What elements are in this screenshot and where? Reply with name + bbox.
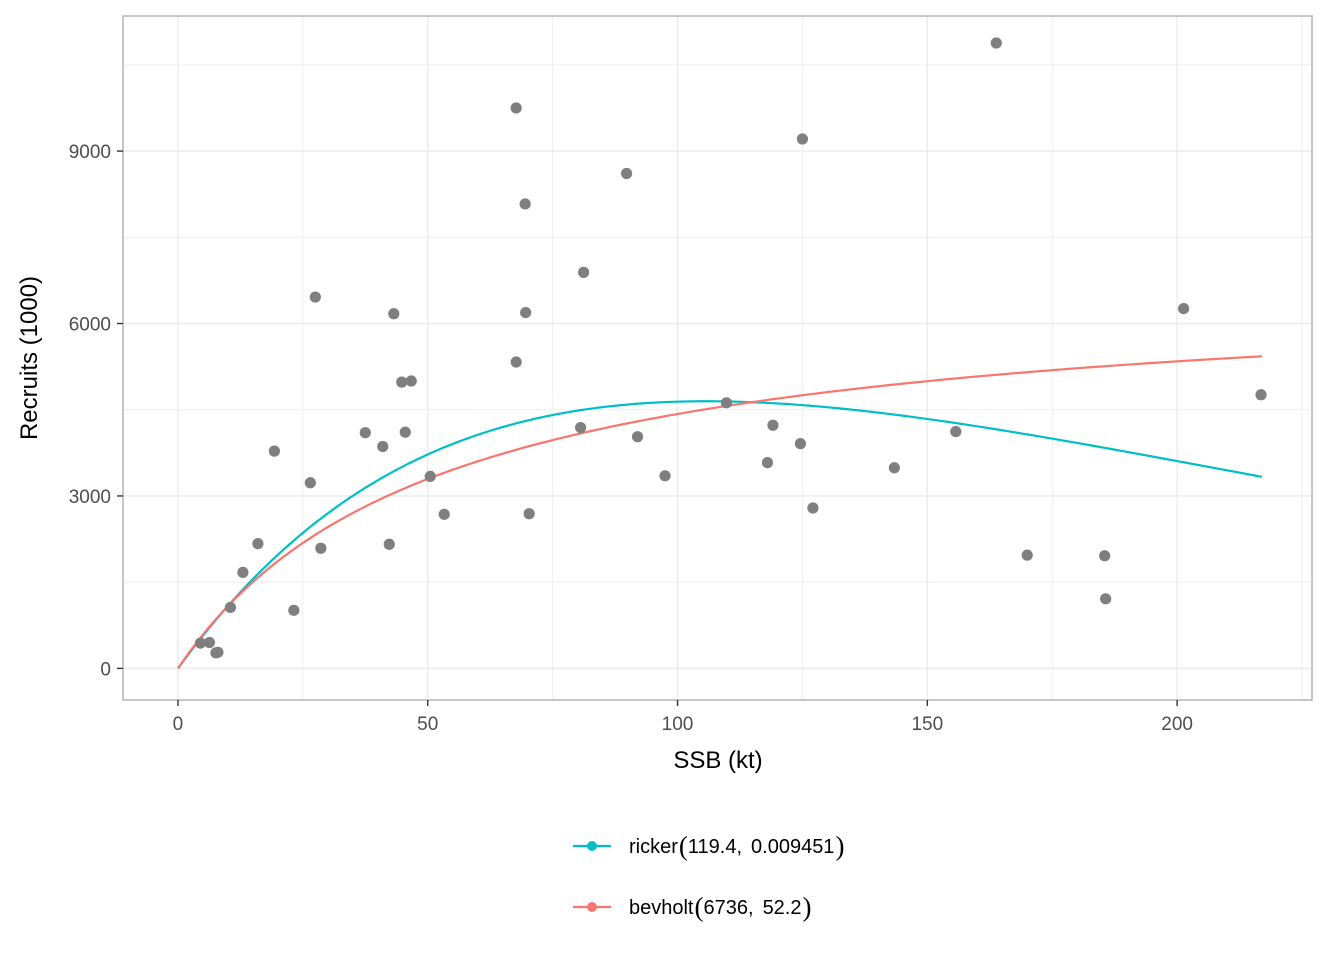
legend-name-bevholt: bevholt [629,897,694,919]
legend-key-point-bevholt [587,902,597,912]
x-tick-label: 0 [173,714,184,735]
observation-point [1255,389,1267,401]
observation-point [237,566,249,578]
y-tick-label: 0 [100,659,111,680]
y-tick-label: 6000 [69,315,111,336]
legend-label-bevholt: bevholt(6736, 52.2) [629,892,812,922]
legend-paren-open: ( [679,831,688,861]
observation-point [203,636,216,649]
observation-point [288,604,300,616]
x-axis-ticks: 0 50 100 150 200 [173,700,1193,735]
observation-point [767,419,779,431]
legend-param-1-ricker: 119.4, [688,836,742,858]
x-tick-label: 50 [417,714,438,735]
observation-point [888,462,900,474]
observation-point [377,440,389,453]
observation-point [399,426,411,438]
legend-item-ricker: ricker(119.4, 0.009451) [573,831,844,861]
observation-point [620,167,633,180]
observation-point [1178,302,1190,315]
observation-point [405,375,417,387]
fitted-curves [177,355,1263,670]
legend-key-point-ricker [587,841,597,851]
observation-point [631,431,644,443]
observation-point [224,601,237,614]
observation-point [383,538,395,550]
legend-paren-open: ( [695,892,704,922]
observation-point [194,637,207,649]
x-tick-label: 100 [662,714,694,735]
legend-item-bevholt: bevholt(6736, 52.2) [573,892,812,922]
observation-point [659,470,671,482]
observation-point [990,37,1002,49]
observation-point [396,376,408,388]
observation-point [523,508,535,520]
observation-point [309,291,321,303]
observation-point [1099,550,1111,562]
y-tick-label: 9000 [69,142,111,163]
observation-point [359,427,371,439]
observation-point [520,306,532,319]
observation-point [519,198,531,210]
observation-point [720,397,733,409]
observation-point [424,470,436,483]
legend-param-2-ricker: 0.009451 [751,836,834,858]
panel-border [122,15,1313,701]
legend: ricker(119.4, 0.009451) bevholt(6736, 52.2… [573,831,844,922]
observation-point [796,133,809,145]
observation-point [304,477,316,489]
observation-point [794,438,807,450]
y-tick-label: 3000 [69,487,111,508]
curve-ricker [177,400,1263,670]
observation-point [575,421,587,434]
observation-point [212,646,224,658]
legend-paren-close: ) [803,892,812,922]
legend-param-1-bevholt: 6736, [704,897,754,919]
observation-points [194,37,1267,659]
legend-param-2-bevholt: 52.2 [763,897,802,919]
observation-point [1100,593,1112,605]
legend-paren-close: ) [835,831,844,861]
observation-point [252,538,264,550]
observation-point [268,445,280,457]
y-axis-title: Recruits (1000) [16,276,43,440]
legend-label-ricker: ricker(119.4, 0.009451) [629,831,844,861]
x-axis-title: SSB (kt) [673,747,762,774]
observation-point [510,356,522,368]
y-axis-ticks: 0 3000 6000 9000 [69,142,123,680]
legend-name-ricker: ricker [629,836,678,858]
observation-point [388,308,400,320]
observation-point [578,266,590,278]
observation-point [315,542,327,554]
grid-major [123,16,1312,700]
grid-minor [123,16,1312,700]
observation-point [438,508,450,520]
observation-point [761,457,774,469]
observation-point [1021,549,1033,561]
observation-point [510,102,522,114]
x-tick-label: 150 [911,714,943,735]
x-tick-label: 200 [1161,714,1193,735]
observation-point [807,502,819,514]
curve-bevholt [177,355,1263,670]
observation-point [950,425,962,438]
